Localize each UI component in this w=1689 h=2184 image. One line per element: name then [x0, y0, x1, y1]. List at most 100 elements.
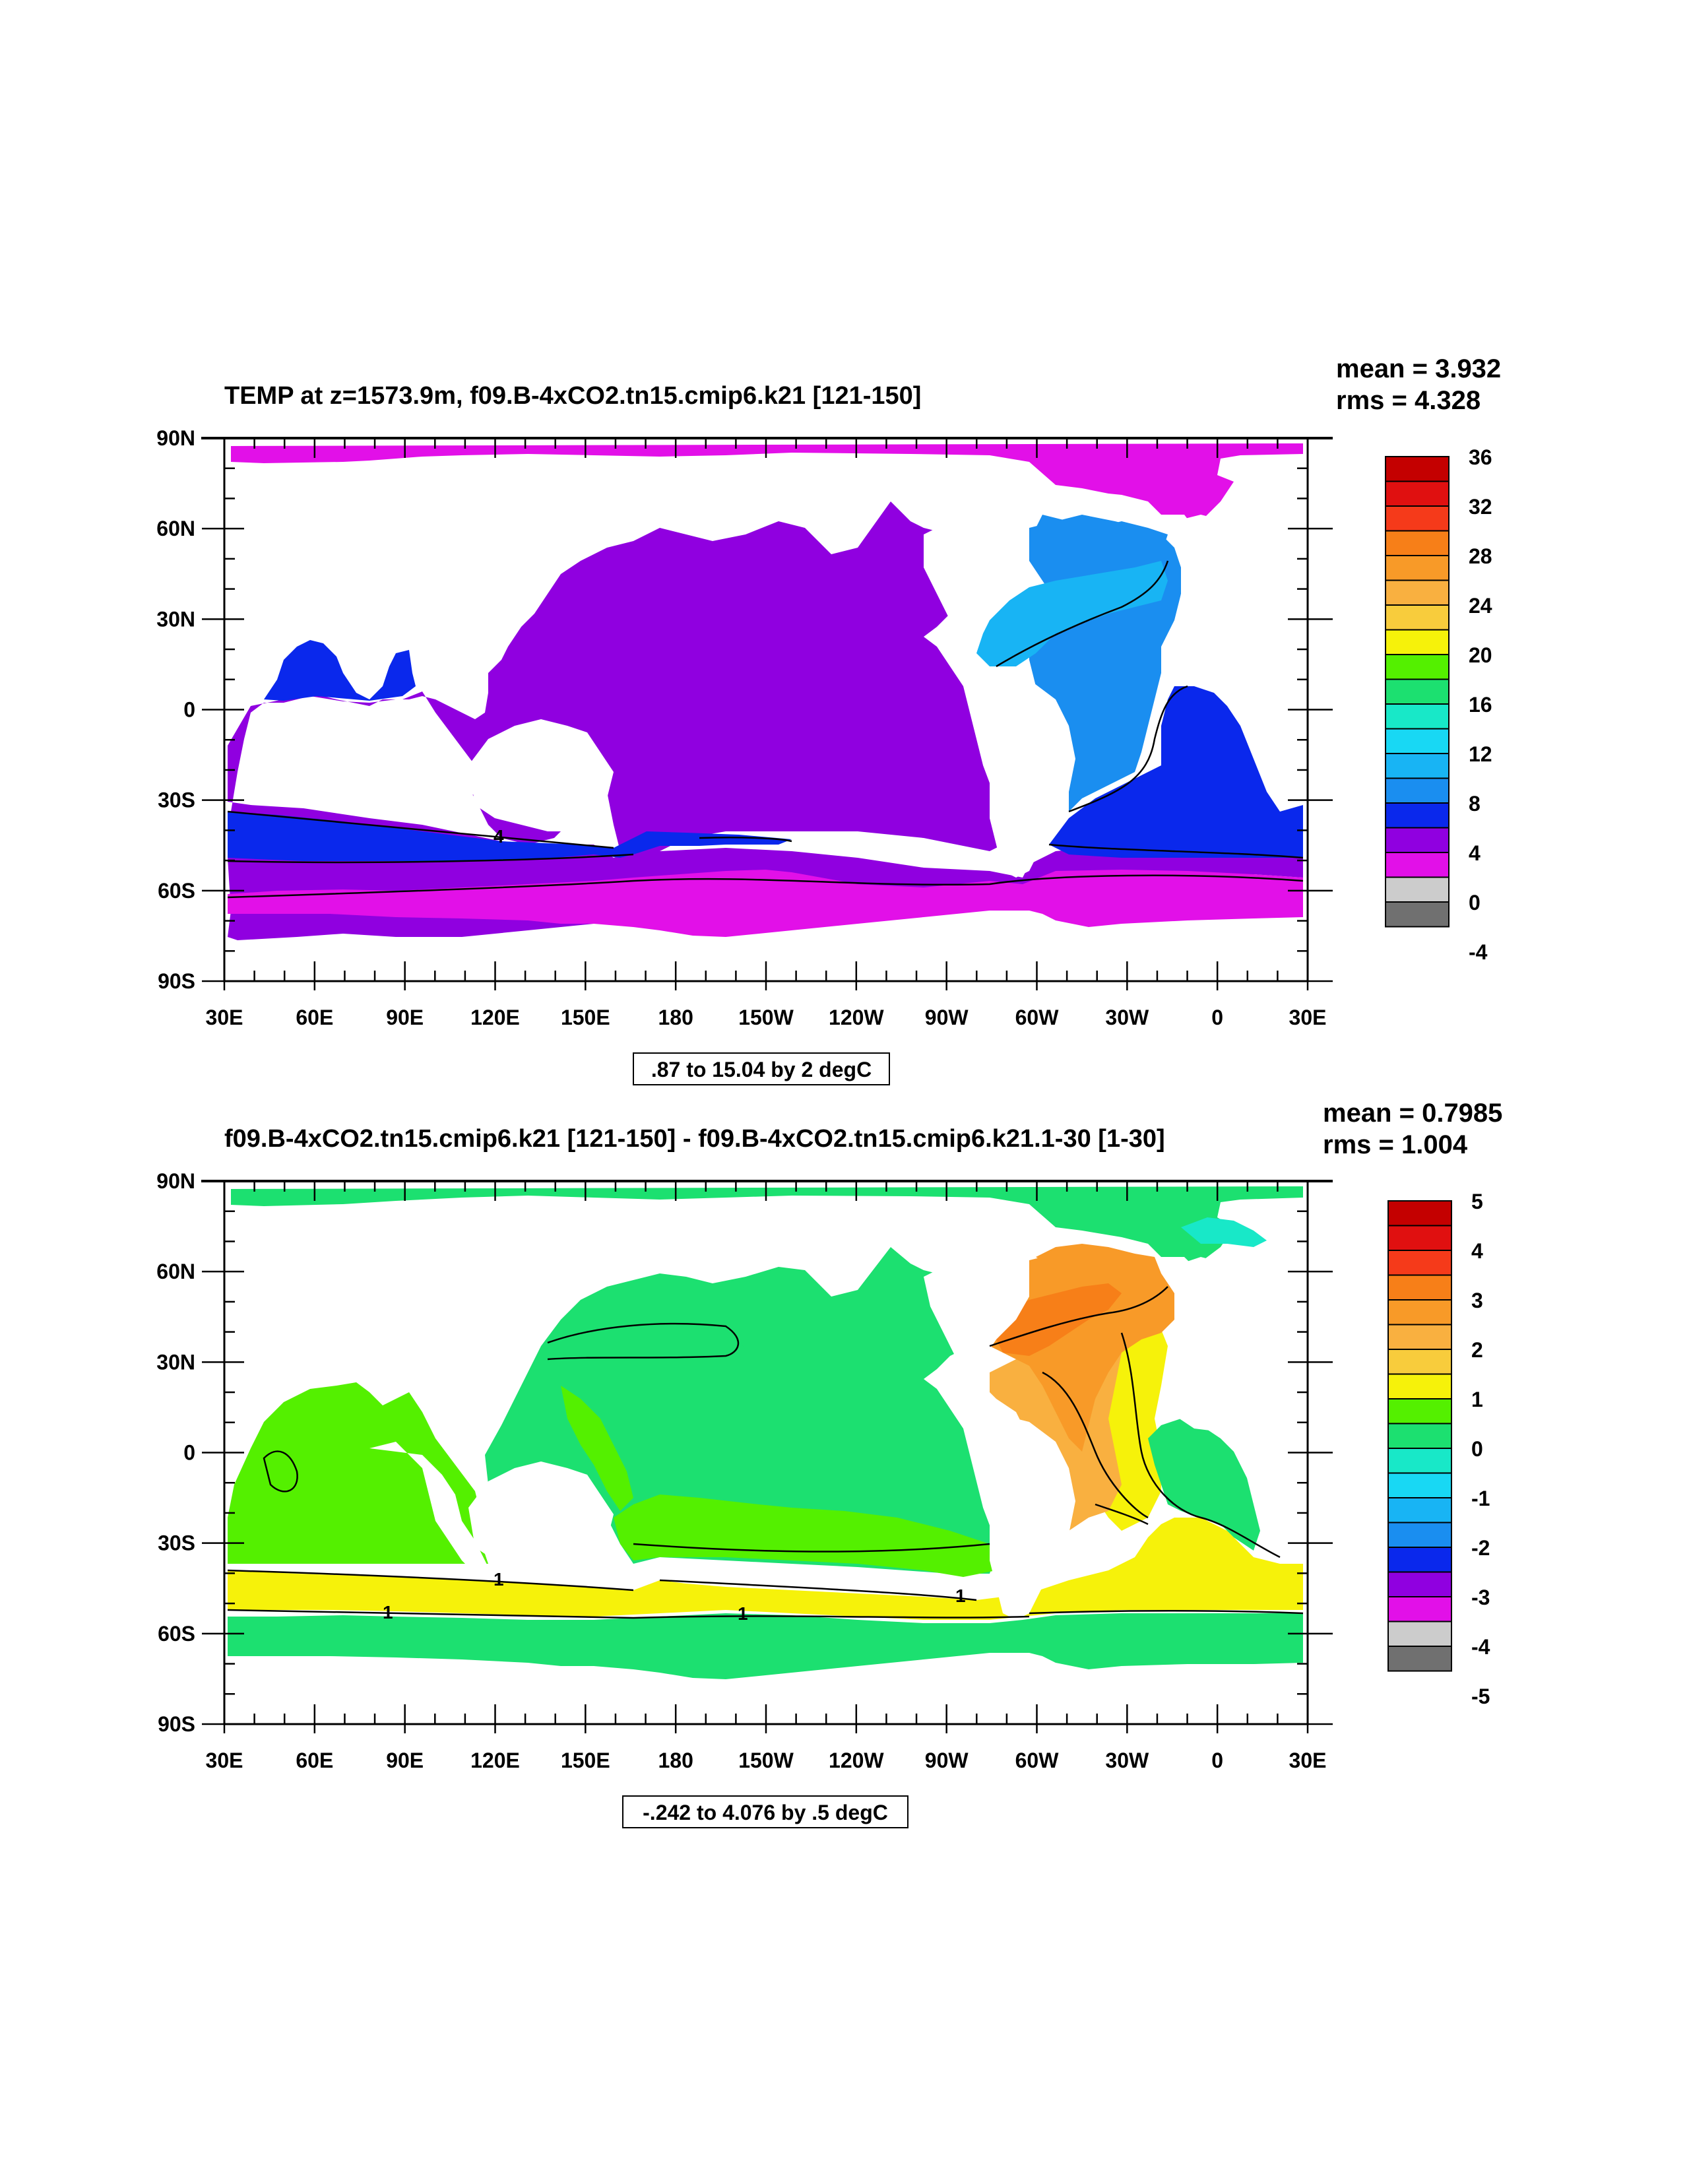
colorbar-swatch: [1387, 1448, 1452, 1474]
contour-label: 1: [383, 1602, 393, 1622]
colorbar-swatch: [1387, 1547, 1452, 1573]
colorbar-swatch: [1387, 1621, 1452, 1647]
x-tick-label: 150E: [561, 1006, 610, 1029]
y-tick-label: 0: [183, 698, 195, 722]
x-tick-label: 0: [1211, 1749, 1223, 1772]
x-tick-label: 120E: [470, 1749, 520, 1772]
colorbar-swatch: [1387, 1522, 1452, 1548]
panel-1-y-tick-labels: 90N 60N 30N 0 30S 60S 90S: [156, 426, 195, 993]
y-tick-label: 60S: [158, 879, 195, 903]
colorbar-swatch: [1387, 1324, 1452, 1350]
y-tick-label: 90S: [158, 969, 195, 993]
colorbar-swatch: [1385, 678, 1450, 705]
x-tick-label: 60W: [1015, 1749, 1060, 1772]
colorbar-label: 0: [1469, 891, 1481, 915]
south-america-land: [973, 666, 1075, 878]
y-tick-label: 30N: [156, 607, 195, 631]
south-atlantic-green: [1148, 1419, 1260, 1551]
x-tick-label: 120W: [829, 1006, 884, 1029]
x-tick-label: 30W: [1105, 1749, 1149, 1772]
colorbar-swatch: [1387, 1299, 1452, 1326]
colorbar-label: 36: [1469, 445, 1492, 469]
indian-lime: [228, 1382, 488, 1564]
panel-1-map: 4: [224, 438, 1308, 981]
colorbar-swatch: [1385, 827, 1450, 853]
europe-africa-land: [1174, 515, 1303, 779]
panel-2-info-text: -.242 to 4.076 by .5 degC: [643, 1801, 888, 1824]
colorbar-label: 0: [1471, 1437, 1483, 1461]
x-tick-label: 30E: [206, 1006, 243, 1029]
x-tick-label: 90E: [386, 1006, 424, 1029]
colorbar-label: 20: [1469, 643, 1492, 667]
panel-2-x-tick-labels: 30E 60E 90E 120E 150E 180 150W 120W 90W 60W 30W 0 30…: [206, 1749, 1327, 1772]
panel-1-mean: mean = 3.932: [1336, 354, 1501, 383]
colorbar-swatch: [1385, 604, 1450, 631]
colorbar-swatch: [1387, 1373, 1452, 1399]
panel-1-ticks: [202, 437, 1333, 990]
labrador-orange: [1036, 1244, 1161, 1277]
colorbar-swatch: [1387, 1200, 1452, 1227]
indo-pacific-region: [228, 501, 1303, 940]
arctic-cyan-patch: [1181, 1217, 1267, 1247]
contour-label: 1: [494, 1569, 504, 1590]
colorbar-swatch: [1385, 579, 1450, 606]
colorbar-swatch: [1385, 654, 1450, 680]
colorbar-label: -4: [1471, 1635, 1490, 1659]
north-america-land-2: [924, 1250, 1029, 1369]
south-america-land-2: [973, 1409, 1075, 1620]
contour-label: 1: [955, 1586, 966, 1606]
colorbar-label: 8: [1469, 792, 1481, 816]
colorbar-label: 4: [1471, 1239, 1483, 1263]
colorbar-swatch: [1385, 703, 1450, 730]
africa-land: [369, 699, 488, 831]
arctic-region-2: [231, 1186, 1303, 1267]
x-tick-label: 30E: [1289, 1749, 1327, 1772]
contour-label: 1: [738, 1603, 748, 1624]
north-america-land: [924, 508, 1029, 633]
colorbar-swatch: [1385, 753, 1450, 779]
colorbar-swatch: [1387, 1423, 1452, 1449]
panel-1-info-box: [633, 1052, 890, 1085]
panel-1: TEMP at z=1573.9m, f09.B-4xCO2.tn15.cmip…: [156, 354, 1501, 1085]
y-tick-label: 30S: [158, 788, 195, 812]
panel-1-info-text: .87 to 15.04 by 2 degC: [651, 1058, 872, 1081]
colorbar-swatch: [1387, 1472, 1452, 1498]
x-tick-label: 150W: [738, 1006, 794, 1029]
colorbar-swatch: [1385, 505, 1450, 532]
panel-2-ticks: [202, 1180, 1333, 1733]
y-tick-label: 30N: [156, 1350, 195, 1374]
colorbar-swatch: [1387, 1349, 1452, 1375]
x-tick-label: 30E: [1289, 1006, 1327, 1029]
panel-2-title: f09.B-4xCO2.tn15.cmip6.k21 [121-150] - f…: [224, 1125, 1165, 1153]
pacific-lime-2: [561, 1386, 633, 1511]
panel-2-rms: rms = 1.004: [1323, 1130, 1468, 1159]
colorbar-swatch: [1385, 802, 1450, 829]
colorbar-label: 4: [1469, 841, 1481, 865]
colorbar-swatch: [1385, 876, 1450, 903]
colorbar-swatch: [1387, 1274, 1452, 1301]
north-atlantic-dark-orange: [990, 1283, 1122, 1356]
x-tick-label: 120W: [829, 1749, 884, 1772]
australia-land-2: [468, 1461, 614, 1574]
colorbar-label: 2: [1471, 1338, 1483, 1362]
australia-land: [468, 719, 614, 831]
x-tick-label: 180: [658, 1006, 693, 1029]
southern-band-region: [228, 812, 792, 861]
colorbar-label: 32: [1469, 495, 1492, 519]
y-tick-label: 60N: [156, 517, 195, 540]
y-tick-label: 90N: [156, 1169, 195, 1193]
colorbar-swatch: [1387, 1596, 1452, 1622]
colorbar-label: 16: [1469, 693, 1492, 717]
panel-2-colorbar: 5 4 3 2 1 0 -1 -2 -3 -4 -5: [1387, 1190, 1490, 1708]
colorbar-label: 5: [1471, 1190, 1483, 1213]
colorbar-label: -4: [1469, 940, 1488, 964]
y-tick-label: 60S: [158, 1622, 195, 1646]
y-tick-label: 90N: [156, 426, 195, 450]
colorbar-swatch: [1385, 728, 1450, 754]
south-atlantic-blue: [1049, 686, 1303, 858]
colorbar-label: -5: [1471, 1685, 1490, 1708]
x-tick-label: 60E: [296, 1749, 333, 1772]
panel-2-contour-labels: 1 1 1 1: [383, 1569, 966, 1624]
colorbar-label: -2: [1471, 1536, 1490, 1560]
